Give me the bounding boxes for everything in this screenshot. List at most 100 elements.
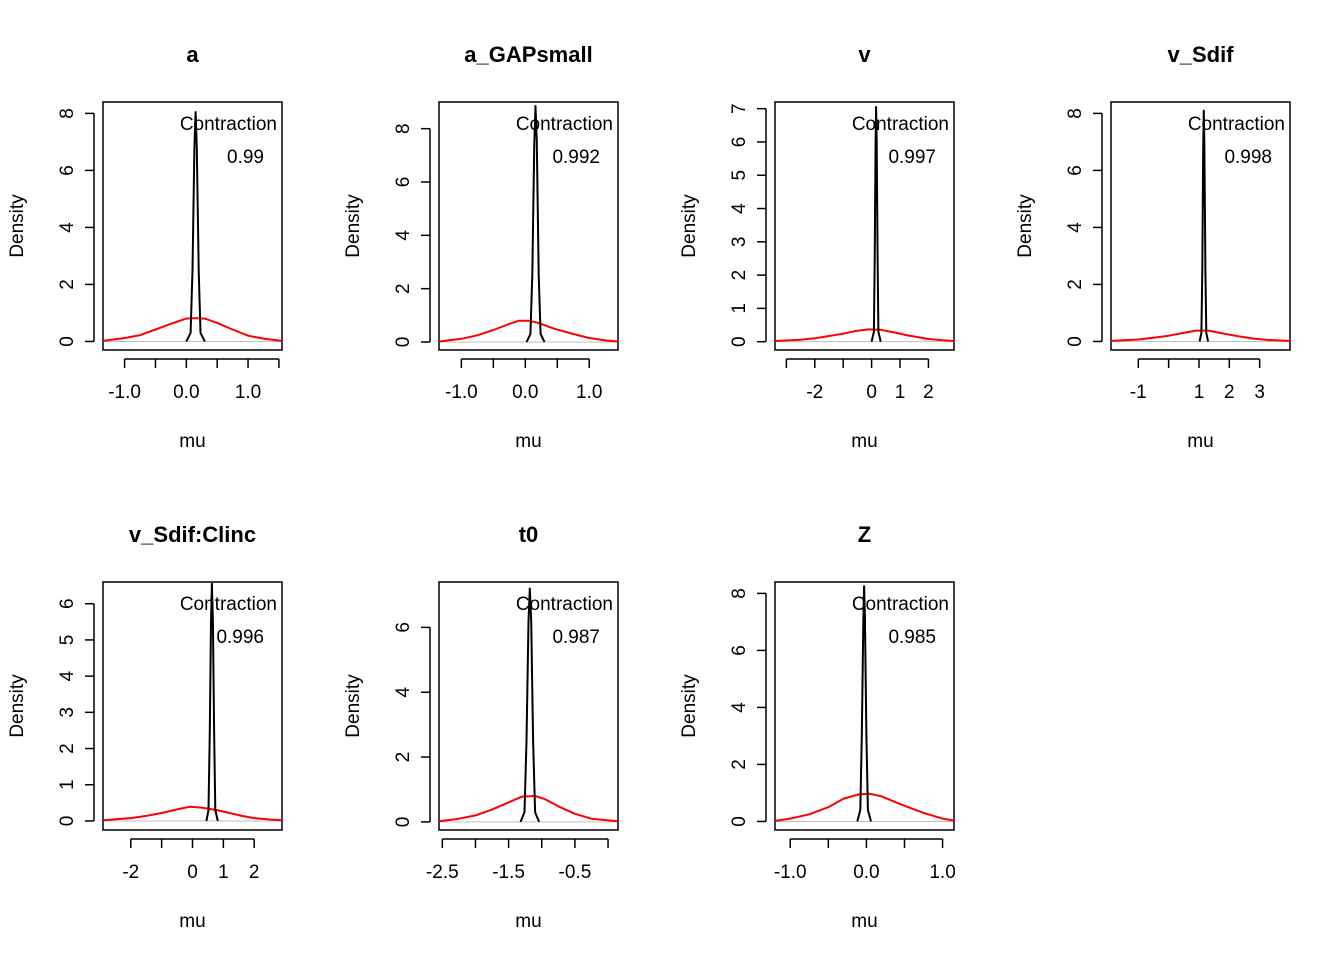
y-tick-label: 4	[729, 702, 750, 713]
x-tick-label: 0.0	[853, 862, 879, 883]
x-tick-label: 1	[895, 382, 906, 403]
x-axis-label: mu	[179, 911, 205, 932]
x-tick-label: 2	[923, 382, 934, 403]
x-tick-label: 1	[1194, 382, 1205, 403]
x-tick-label: 0	[866, 382, 877, 403]
y-tick-label: 8	[57, 108, 78, 119]
posterior-density-line	[519, 587, 541, 823]
y-tick-label: 0	[57, 336, 78, 347]
y-tick-label: 5	[57, 635, 78, 646]
panel-title: v_Sdif:Clinc	[129, 522, 256, 547]
plot-frame	[1110, 101, 1291, 351]
posterior-density-line	[856, 585, 872, 822]
contraction-label: Contraction	[1188, 114, 1285, 135]
y-tick-label: 8	[393, 123, 414, 134]
y-tick-label: 6	[1065, 165, 1086, 176]
y-axis-label: Density	[1015, 194, 1036, 258]
y-tick-label: 8	[729, 588, 750, 599]
x-tick-label: -1.5	[492, 862, 525, 883]
y-tick-label: 3	[729, 237, 750, 248]
plot-frame	[102, 101, 283, 351]
prior-density-line	[774, 792, 955, 822]
contraction-value: 0.987	[552, 627, 600, 648]
y-tick-label: 6	[729, 137, 750, 148]
prior-density-line	[438, 319, 619, 343]
plot-frame	[438, 101, 619, 351]
x-tick-label: 1.0	[235, 382, 261, 403]
x-tick-label: 0	[187, 862, 198, 883]
x-tick-label: 2	[249, 862, 260, 883]
x-tick-label: -2	[122, 862, 139, 883]
y-tick-label: 2	[57, 279, 78, 290]
y-tick-label: 1	[57, 779, 78, 790]
panel-title: v	[858, 42, 871, 67]
y-tick-label: 0	[1065, 336, 1086, 347]
y-tick-label: 4	[393, 230, 414, 241]
x-tick-label: 1.0	[576, 382, 602, 403]
plot-frame	[438, 581, 619, 831]
y-tick-label: 0	[729, 816, 750, 827]
y-tick-label: 2	[1065, 279, 1086, 290]
x-axis-label: mu	[515, 911, 541, 932]
y-tick-label: 2	[57, 743, 78, 754]
x-tick-label: -1	[1130, 382, 1147, 403]
contraction-label: Contraction	[852, 594, 949, 615]
prior-density-line	[774, 328, 955, 342]
y-tick-label: 4	[57, 670, 78, 681]
y-tick-label: 4	[57, 222, 78, 233]
panel-title: v_Sdif	[1167, 42, 1234, 67]
y-tick-label: 6	[729, 645, 750, 656]
x-tick-label: 0.0	[173, 382, 199, 403]
contraction-value: 0.998	[1224, 147, 1272, 168]
x-axis-label: mu	[851, 911, 877, 932]
y-tick-label: 3	[57, 707, 78, 718]
y-tick-label: 5	[729, 170, 750, 181]
x-axis-label: mu	[1187, 431, 1213, 452]
y-tick-label: 4	[393, 687, 414, 698]
x-tick-label: 1	[218, 862, 229, 883]
posterior-density-line	[870, 106, 882, 342]
y-axis-label: Density	[679, 674, 700, 738]
y-tick-label: 0	[393, 337, 414, 348]
y-axis-label: Density	[7, 674, 28, 738]
x-axis-label: mu	[179, 431, 205, 452]
y-tick-label: 4	[1065, 222, 1086, 233]
panel-1: a -1.0 0.0 1.0 0 2 4 6 8 mu Density Contraction 0.99	[7, 42, 283, 452]
panel-6: t0 -2.5 -1.5 -0.5 0 2 4 6 mu Density Contraction 0.…	[343, 522, 619, 932]
panel-title: a	[186, 42, 199, 67]
x-tick-label: 0.0	[512, 382, 538, 403]
prior-density-line	[102, 805, 283, 822]
x-axis-label: mu	[851, 431, 877, 452]
contraction-value: 0.99	[227, 147, 264, 168]
y-tick-label: 2	[393, 283, 414, 294]
prior-density-line	[438, 795, 619, 823]
panel-5: v_Sdif:Clinc-2 0 1 20123456muDensityContrac…	[7, 522, 283, 932]
contraction-value: 0.985	[888, 627, 936, 648]
x-tick-label: -0.5	[559, 862, 592, 883]
x-axis-label: mu	[515, 431, 541, 452]
panel-title: a_GAPsmall	[464, 42, 592, 67]
contraction-label: Contraction	[180, 594, 277, 615]
y-tick-label: 0	[729, 336, 750, 347]
y-tick-label: 6	[393, 177, 414, 188]
y-axis-label: Density	[679, 194, 700, 258]
y-tick-label: 2	[393, 752, 414, 763]
contraction-value: 0.992	[552, 147, 600, 168]
x-tick-label: -1.0	[108, 382, 141, 403]
x-tick-label: 3	[1254, 382, 1265, 403]
panel-2: a_GAPsmall -1.0 0.0 1.0 0 2 4 6 8 mu Density Contra…	[343, 42, 619, 452]
y-tick-label: 6	[393, 622, 414, 633]
posterior-density-line	[185, 111, 206, 342]
y-tick-label: 4	[729, 203, 750, 214]
contraction-label: Contraction	[516, 594, 613, 615]
contraction-value: 0.997	[888, 147, 936, 168]
x-tick-label: 2	[1224, 382, 1235, 403]
contraction-value: 0.996	[216, 627, 264, 648]
y-tick-label: 1	[729, 303, 750, 314]
y-tick-label: 0	[393, 817, 414, 828]
x-tick-label: -2.5	[426, 862, 459, 883]
y-tick-label: 7	[729, 103, 750, 114]
y-tick-label: 8	[1065, 108, 1086, 119]
y-tick-label: 0	[57, 816, 78, 827]
